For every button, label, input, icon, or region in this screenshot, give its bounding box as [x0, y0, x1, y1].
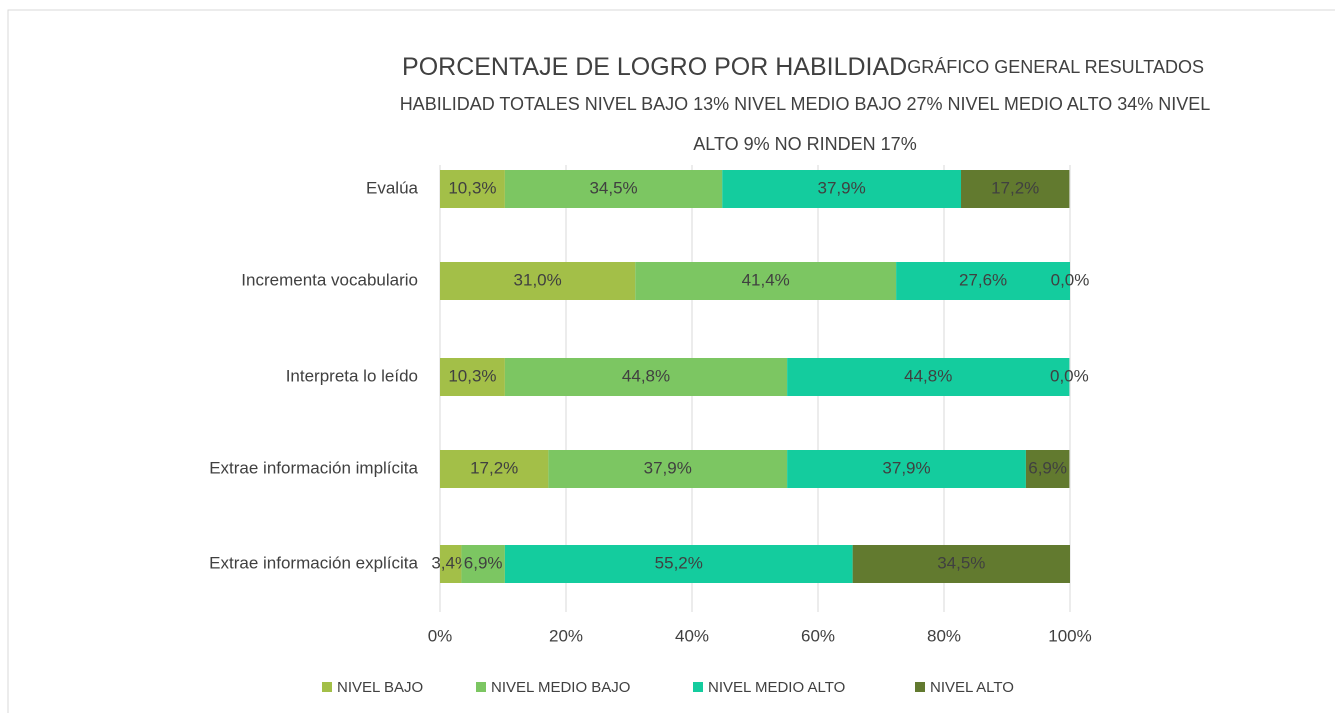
legend-label: NIVEL BAJO — [337, 679, 423, 696]
legend-marker — [322, 682, 332, 692]
bar-segment — [635, 262, 897, 300]
data-label: 37,9% — [818, 178, 866, 197]
description: ALTO 9% NO RINDEN 17% — [693, 134, 916, 154]
y-tick-label: Extrae información explícita — [209, 553, 418, 572]
y-tick-label: Evalúa — [366, 178, 419, 197]
bar-segment — [440, 170, 505, 208]
data-label: 10,3% — [448, 366, 496, 385]
x-tick-label: 100% — [1048, 626, 1091, 645]
x-tick-label: 80% — [927, 626, 961, 645]
bar-segment — [461, 545, 505, 583]
subtitle: GRÁFICO GENERAL RESULTADOS — [907, 57, 1204, 77]
data-label: 44,8% — [904, 366, 952, 385]
y-tick-label: Extrae información implícita — [209, 458, 418, 477]
data-label: 37,9% — [882, 458, 930, 477]
bar-segment — [722, 170, 962, 208]
bar-segment — [1025, 450, 1070, 488]
data-label: 17,2% — [470, 458, 518, 477]
data-label: 17,2% — [991, 178, 1039, 197]
legend-marker — [693, 682, 703, 692]
data-label: 31,0% — [514, 270, 562, 289]
data-label: 44,8% — [622, 366, 670, 385]
data-label: 34,5% — [589, 178, 637, 197]
bar-segment — [787, 358, 1070, 396]
description: HABILIDAD TOTALES NIVEL BAJO 13% NIVEL M… — [400, 94, 1211, 114]
data-label: 6,9% — [1028, 458, 1067, 477]
y-tick-label: Incrementa vocabulario — [241, 270, 418, 289]
legend-marker — [915, 682, 925, 692]
bar-segment — [440, 545, 462, 583]
title: PORCENTAJE DE LOGRO POR HABILDIAD — [402, 53, 907, 81]
bar-segment — [961, 170, 1070, 208]
data-label: 55,2% — [655, 553, 703, 572]
data-label: 34,5% — [937, 553, 985, 572]
bar-segment — [440, 262, 636, 300]
bar-segment — [852, 545, 1070, 583]
bar-segment — [896, 262, 1070, 300]
legend-label: NIVEL ALTO — [930, 679, 1014, 696]
bar-segment — [440, 450, 549, 488]
x-tick-label: 0% — [428, 626, 453, 645]
data-label: 41,4% — [742, 270, 790, 289]
x-tick-label: 60% — [801, 626, 835, 645]
data-label: 6,9% — [464, 553, 503, 572]
y-tick-label: Interpreta lo leído — [286, 366, 418, 385]
chart-title: PORCENTAJE DE LOGRO POR HABILDIADGRÁFICO… — [402, 53, 1204, 81]
data-label: 3,4% — [431, 553, 470, 572]
bar-segment — [548, 450, 788, 488]
data-label: 37,9% — [644, 458, 692, 477]
bar-segment — [504, 545, 853, 583]
bar-segment — [787, 450, 1026, 488]
bar-segment — [504, 170, 723, 208]
data-label: 0,0% — [1051, 270, 1090, 289]
legend-label: NIVEL MEDIO ALTO — [708, 679, 845, 696]
legend-label: NIVEL MEDIO BAJO — [491, 679, 630, 696]
x-tick-label: 20% — [549, 626, 583, 645]
x-tick-label: 40% — [675, 626, 709, 645]
data-label: 0,0% — [1050, 366, 1089, 385]
legend-marker — [476, 682, 486, 692]
bar-segment — [440, 358, 505, 396]
data-label: 10,3% — [448, 178, 496, 197]
data-label: 27,6% — [959, 270, 1007, 289]
bar-segment — [504, 358, 788, 396]
